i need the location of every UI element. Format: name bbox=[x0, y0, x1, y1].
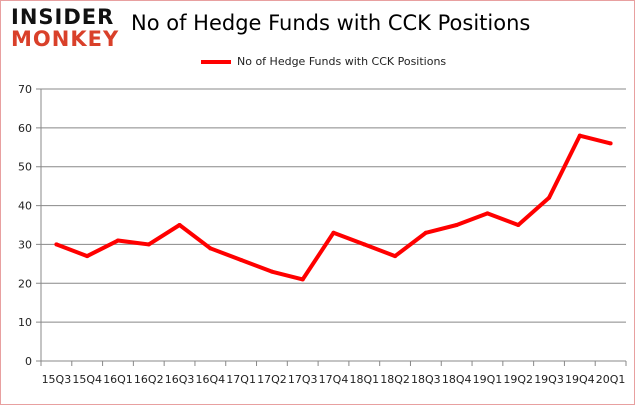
data-point bbox=[516, 223, 521, 227]
x-tick-label: 17Q4 bbox=[319, 373, 349, 386]
data-point bbox=[177, 223, 182, 227]
x-tick-label: 18Q1 bbox=[349, 373, 379, 386]
x-tick-label: 15Q4 bbox=[72, 373, 102, 386]
insider-monkey-logo: INSIDER MONKEY bbox=[11, 5, 120, 51]
x-tick-label: 16Q4 bbox=[196, 373, 226, 386]
x-tick-label: 19Q1 bbox=[473, 373, 503, 386]
data-point bbox=[331, 230, 336, 235]
x-tick-label: 19Q4 bbox=[565, 373, 595, 386]
logo-line-2: MONKEY bbox=[11, 27, 120, 51]
x-tick-label: 15Q3 bbox=[42, 373, 72, 386]
x-tick-label: 17Q1 bbox=[226, 373, 256, 386]
y-tick-label: 50 bbox=[18, 161, 32, 174]
x-tick-label: 16Q1 bbox=[103, 373, 133, 386]
data-point bbox=[85, 254, 90, 259]
x-tick-label: 16Q2 bbox=[134, 373, 164, 386]
legend-swatch bbox=[201, 59, 231, 64]
data-point bbox=[300, 277, 305, 282]
data-point bbox=[362, 242, 367, 247]
x-tick-label: 17Q2 bbox=[257, 373, 287, 386]
y-tick-label: 60 bbox=[18, 122, 32, 135]
data-point bbox=[547, 195, 552, 200]
x-tick-label: 18Q4 bbox=[442, 373, 472, 386]
data-point bbox=[608, 141, 613, 146]
data-point bbox=[485, 211, 490, 216]
data-point bbox=[146, 242, 151, 247]
x-tick-label: 18Q3 bbox=[411, 373, 441, 386]
data-point bbox=[393, 254, 398, 259]
x-tick-label: 19Q3 bbox=[534, 373, 564, 386]
legend: No of Hedge Funds with CCK Positions bbox=[201, 55, 446, 68]
data-point bbox=[269, 269, 274, 274]
y-tick-label: 30 bbox=[18, 238, 32, 251]
y-tick-label: 20 bbox=[18, 277, 32, 290]
data-point bbox=[423, 230, 428, 235]
x-tick-label: 16Q3 bbox=[165, 373, 195, 386]
data-point bbox=[54, 242, 59, 247]
series-line bbox=[55, 133, 612, 282]
x-tick-label: 20Q1 bbox=[596, 373, 626, 386]
x-tick-label: 17Q3 bbox=[288, 373, 318, 386]
data-point bbox=[208, 246, 213, 251]
data-point bbox=[239, 257, 244, 262]
y-tick-label: 0 bbox=[25, 355, 32, 368]
x-tick-label: 18Q2 bbox=[380, 373, 410, 386]
y-tick-label: 70 bbox=[18, 83, 32, 96]
data-point bbox=[115, 238, 120, 243]
data-point bbox=[454, 223, 459, 227]
y-tick-label: 10 bbox=[18, 316, 32, 329]
legend-label: No of Hedge Funds with CCK Positions bbox=[237, 55, 447, 68]
x-tick-label: 19Q2 bbox=[503, 373, 533, 386]
chart-title: No of Hedge Funds with CCK Positions bbox=[131, 11, 531, 35]
y-tick-label: 40 bbox=[18, 200, 32, 213]
data-point bbox=[577, 133, 582, 138]
logo-line-1: INSIDER bbox=[11, 5, 115, 29]
